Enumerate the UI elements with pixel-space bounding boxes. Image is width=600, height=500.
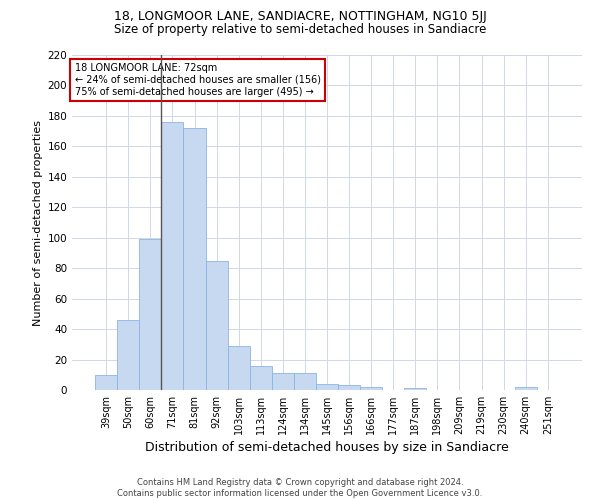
Bar [161,122,184,390]
Bar [227,346,250,390]
Bar [272,373,294,390]
Bar [95,375,117,390]
Bar [338,386,360,390]
X-axis label: Distribution of semi-detached houses by size in Sandiacre: Distribution of semi-detached houses by … [145,441,509,454]
Bar [404,388,427,390]
Text: Size of property relative to semi-detached houses in Sandiacre: Size of property relative to semi-detach… [114,22,486,36]
Bar [250,366,272,390]
Bar [515,387,537,390]
Bar [360,387,382,390]
Y-axis label: Number of semi-detached properties: Number of semi-detached properties [33,120,43,326]
Bar [294,373,316,390]
Text: 18 LONGMOOR LANE: 72sqm
← 24% of semi-detached houses are smaller (156)
75% of s: 18 LONGMOOR LANE: 72sqm ← 24% of semi-de… [74,64,320,96]
Bar [139,240,161,390]
Text: Contains HM Land Registry data © Crown copyright and database right 2024.
Contai: Contains HM Land Registry data © Crown c… [118,478,482,498]
Bar [316,384,338,390]
Bar [117,320,139,390]
Text: 18, LONGMOOR LANE, SANDIACRE, NOTTINGHAM, NG10 5JJ: 18, LONGMOOR LANE, SANDIACRE, NOTTINGHAM… [113,10,487,23]
Bar [206,260,227,390]
Bar [184,128,206,390]
